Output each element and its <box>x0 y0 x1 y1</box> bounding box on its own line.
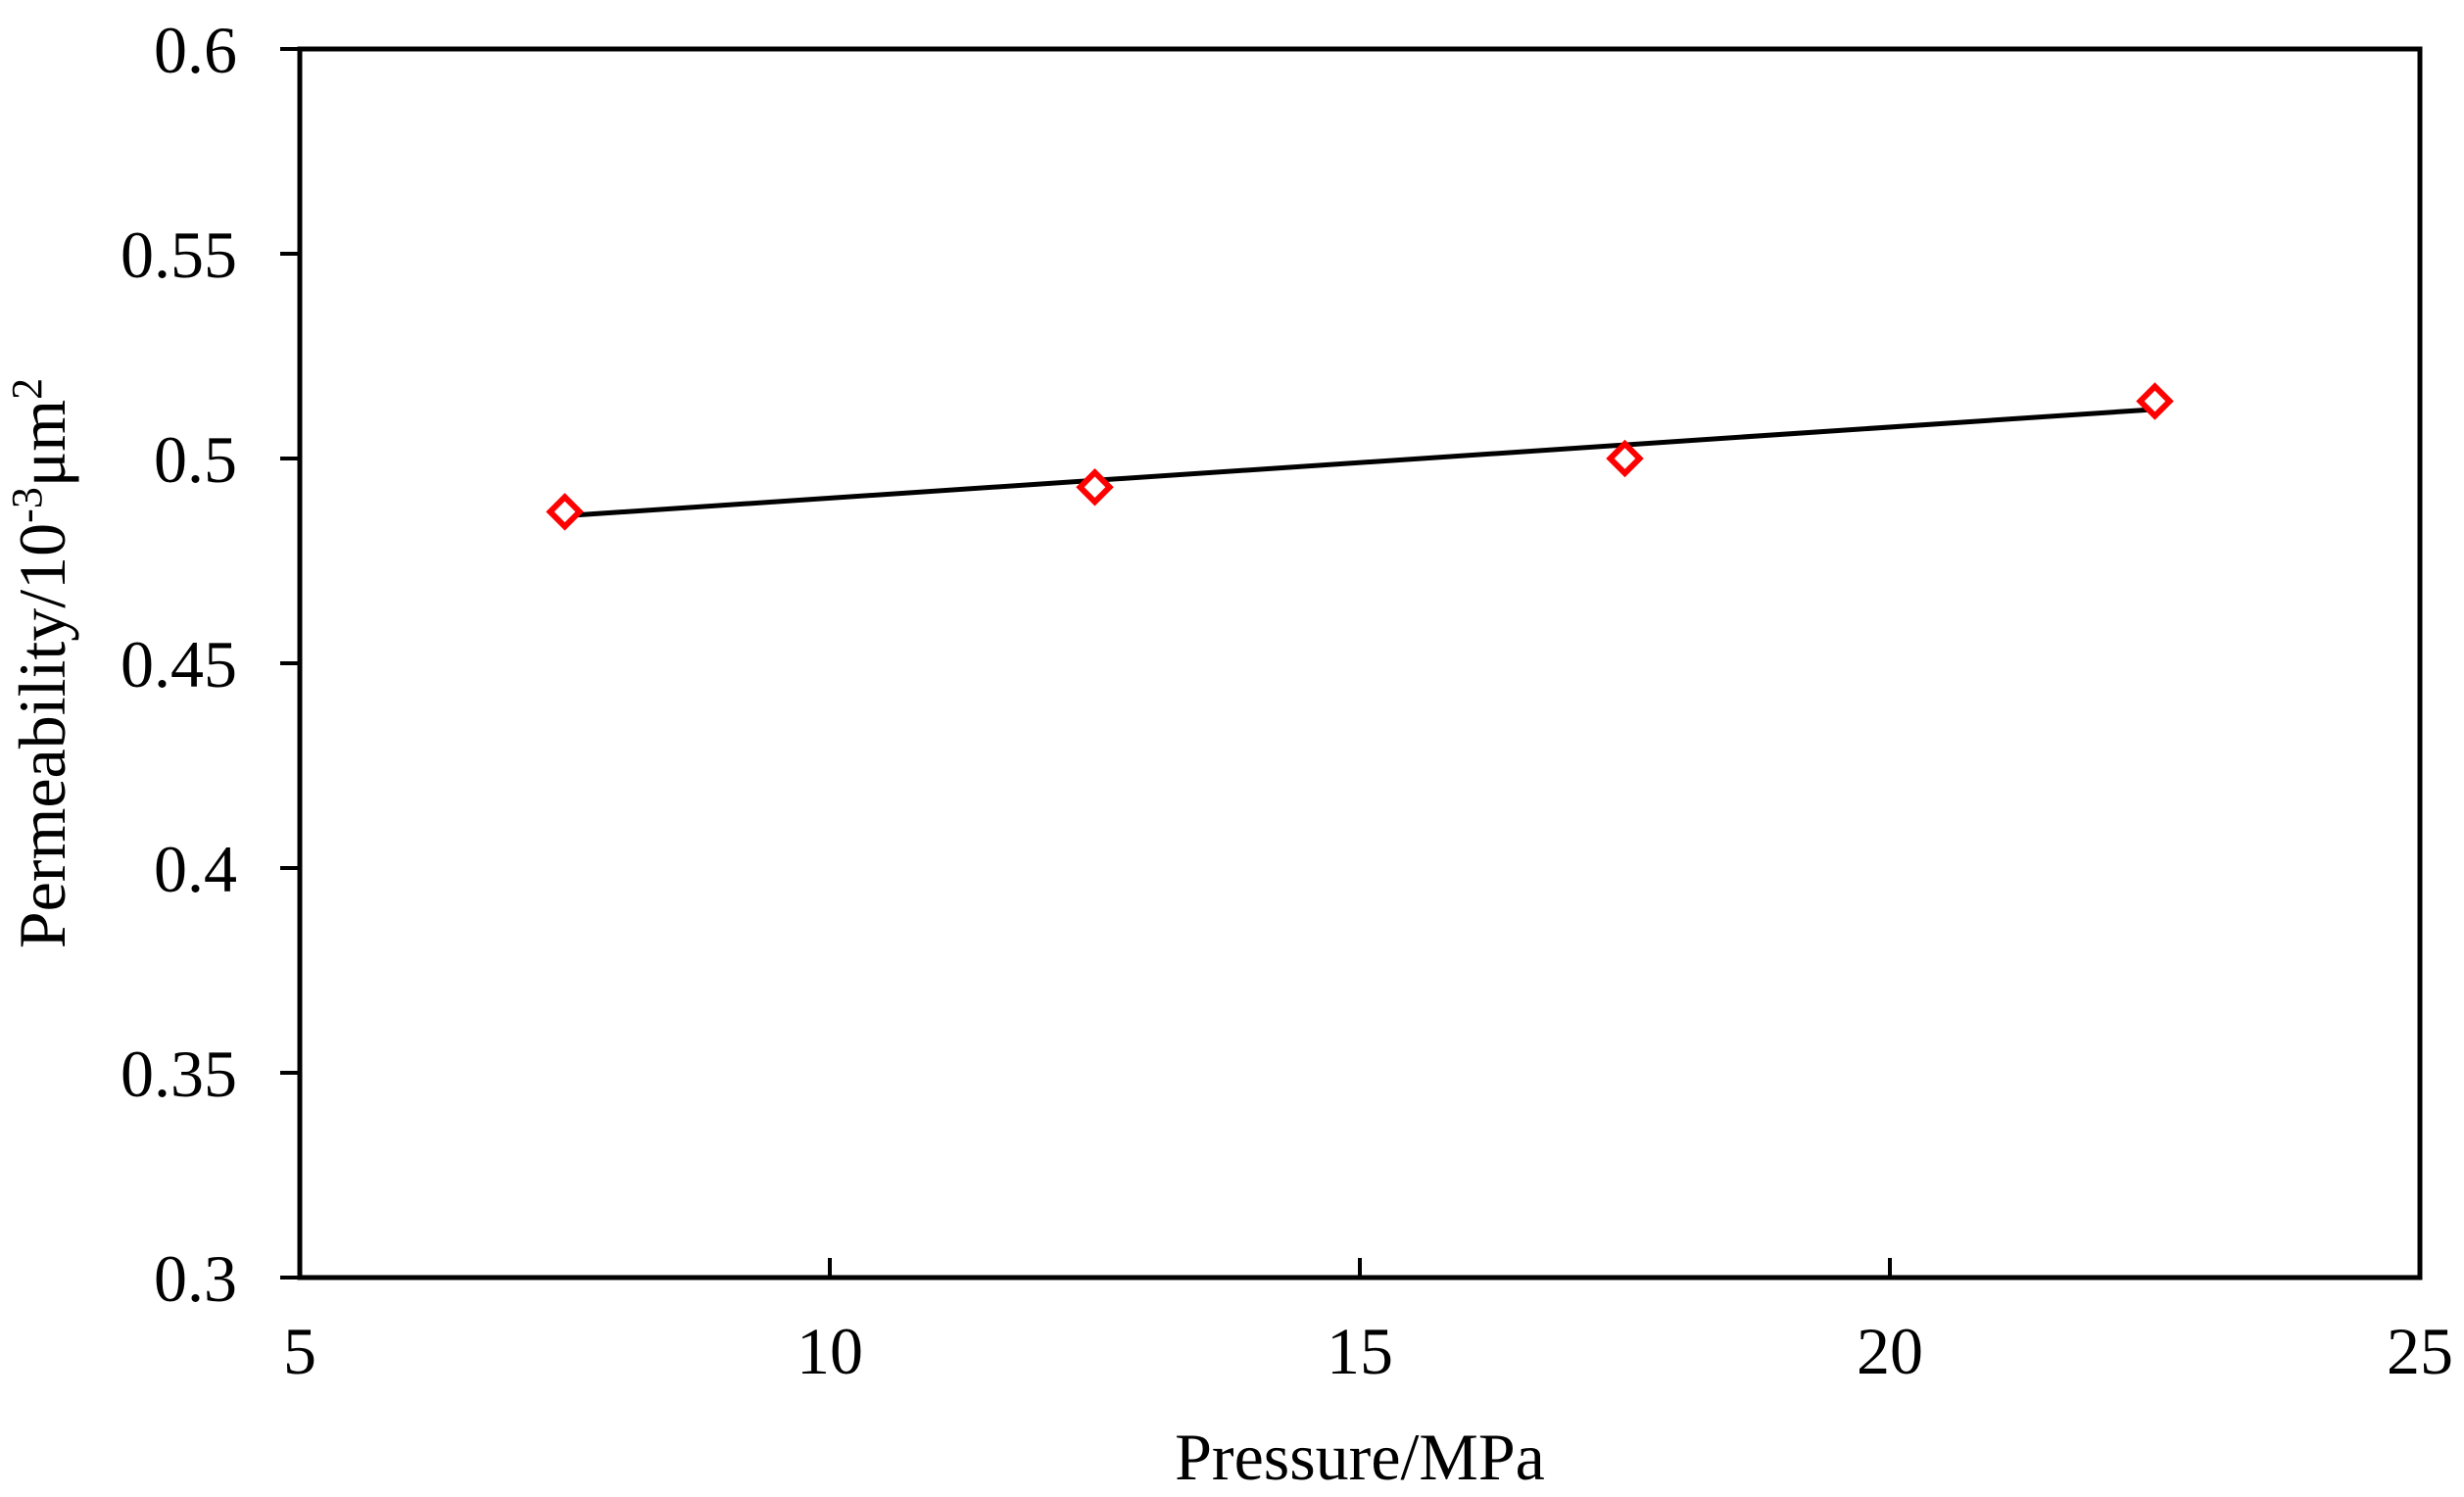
y-tick-label: 0.4 <box>154 832 237 906</box>
y-axis-title: Permeability/10-3μm2 <box>3 378 80 948</box>
y-tick-label: 0.5 <box>154 422 237 497</box>
y-tick-label: 0.6 <box>154 13 237 87</box>
x-axis-title: Pressure/MPa <box>1175 1420 1545 1494</box>
y-tick-label: 0.35 <box>121 1037 237 1111</box>
y-tick-label: 0.3 <box>154 1241 237 1316</box>
x-tick-label: 5 <box>283 1314 316 1388</box>
data-point <box>2136 382 2174 420</box>
x-tick-label: 20 <box>1857 1314 1923 1388</box>
trendline <box>564 407 2155 519</box>
x-axis: 5 10 15 20 25 <box>283 1258 2453 1388</box>
data-point <box>1606 439 1644 478</box>
x-tick-label: 10 <box>797 1314 863 1388</box>
x-tick-label: 25 <box>2387 1314 2453 1388</box>
data-points <box>546 382 2174 531</box>
plot-area <box>297 46 2423 1280</box>
data-point <box>546 493 584 531</box>
trendline-group <box>564 407 2155 519</box>
x-tick-label: 15 <box>1327 1314 1393 1388</box>
y-tick-label: 0.55 <box>121 217 237 292</box>
y-axis: 0.3 0.35 0.4 0.45 0.5 0.55 0.6 <box>121 13 300 1316</box>
data-point <box>1076 468 1114 507</box>
y-tick-label: 0.45 <box>121 627 237 701</box>
